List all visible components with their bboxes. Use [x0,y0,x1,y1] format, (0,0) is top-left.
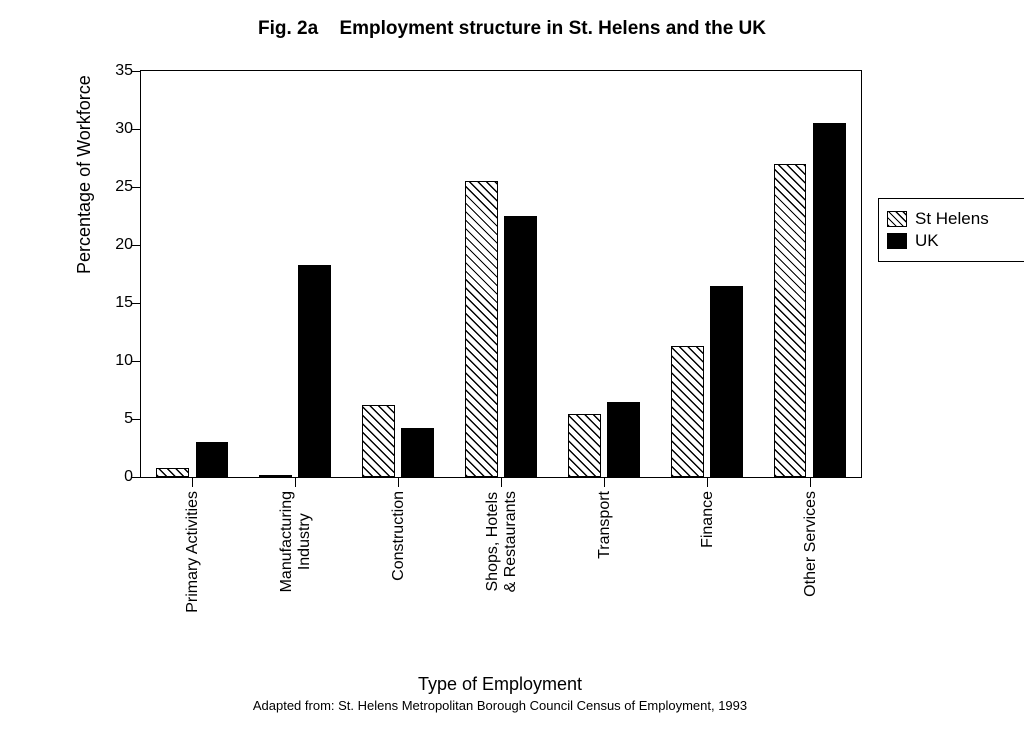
bar-uk [607,402,640,477]
x-tick-label: ManufacturingIndustry [278,491,314,592]
y-tick-label: 10 [93,352,133,370]
y-tick-label: 5 [93,410,133,428]
y-axis-title: Percentage of Workforce [74,75,95,274]
x-axis-title: Type of Employment [60,674,940,695]
x-tick-label-line: Manufacturing [278,491,295,592]
x-tick [604,477,605,487]
y-tick-label: 0 [93,468,133,486]
legend-item: St Helens [887,209,1019,229]
legend-label: St Helens [915,209,989,229]
bar-uk [813,123,846,477]
x-tick [295,477,296,487]
plot-area: 05101520253035Primary ActivitiesManufact… [140,70,862,478]
bar-st-helens [465,181,498,477]
x-tick [810,477,811,487]
x-tick-label-line: & Restaurants [502,491,519,592]
x-tick-label: Other Services [802,491,820,597]
bar-st-helens [774,164,807,477]
legend-label: UK [915,231,939,251]
x-tick-label-line: Other Services [802,491,819,597]
figure-title: Fig. 2a Employment structure in St. Hele… [0,18,1024,40]
chart: Percentage of Workforce 05101520253035Pr… [60,64,960,644]
y-tick-label: 35 [93,62,133,80]
legend: St Helens UK [878,198,1024,262]
x-tick-label: Transport [596,491,614,559]
bar-uk [710,286,743,477]
bar-uk [196,442,229,477]
bar-st-helens [362,405,395,477]
source-note: Adapted from: St. Helens Metropolitan Bo… [60,698,940,713]
y-tick-label: 25 [93,178,133,196]
x-tick-label-line: Shops, Hotels [484,492,501,592]
legend-swatch-hatched [887,211,907,227]
x-tick-label-line: Finance [699,491,716,548]
x-tick-label-line: Transport [596,491,613,559]
x-tick-label-line: Primary Activities [184,491,201,613]
x-tick-label: Finance [699,491,717,548]
y-tick-label: 20 [93,236,133,254]
bar-uk [504,216,537,477]
bar-st-helens [568,414,601,477]
x-tick-label: Primary Activities [184,491,202,613]
figure-label: Fig. 2a [258,18,318,39]
page: Fig. 2a Employment structure in St. Hele… [0,0,1024,739]
x-tick [707,477,708,487]
x-tick-label-line: Construction [390,491,407,581]
bar-st-helens [156,468,189,477]
x-tick-label-line: Industry [296,513,313,570]
y-tick-label: 30 [93,120,133,138]
figure-title-text: Employment structure in St. Helens and t… [339,18,766,39]
bar-st-helens [671,346,704,477]
legend-swatch-solid [887,233,907,249]
bar-uk [298,265,331,477]
bar-st-helens [259,475,292,477]
x-tick [398,477,399,487]
x-tick-label: Shops, Hotels& Restaurants [484,491,520,592]
y-tick-label: 15 [93,294,133,312]
legend-item: UK [887,231,1019,251]
x-tick-label: Construction [390,491,408,581]
x-tick [192,477,193,487]
x-tick [501,477,502,487]
bar-uk [401,428,434,477]
